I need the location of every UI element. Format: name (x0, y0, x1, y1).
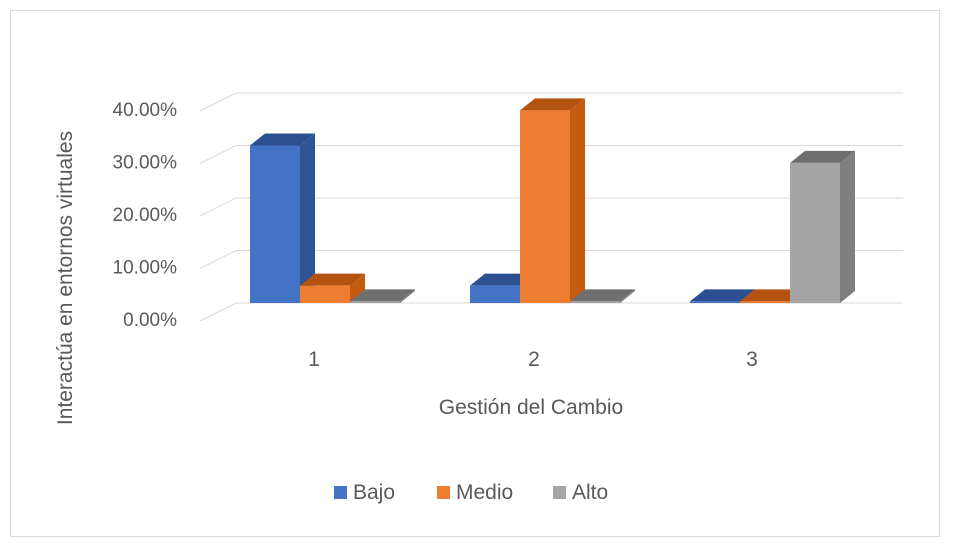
x-tick-label: 2 (528, 348, 540, 371)
bar-medio-2 (520, 98, 585, 303)
x-axis-title: Gestión del Cambio (439, 396, 623, 419)
legend-item-medio: Medio (437, 481, 513, 504)
legend-label: Bajo (353, 481, 395, 504)
legend-swatch (334, 486, 347, 499)
legend-swatch (437, 486, 450, 499)
y-tick-label: 10.00% (113, 258, 178, 279)
legend-swatch (553, 486, 566, 499)
y-tick-labels: 0.00% 10.00% 20.00% 30.00% 40.00% (113, 100, 178, 331)
y-tick-label: 0.00% (123, 310, 177, 331)
x-tick-labels: 1 2 3 (308, 348, 758, 371)
legend-item-alto: Alto (553, 481, 608, 504)
legend-item-bajo: Bajo (334, 481, 395, 504)
gridline (200, 303, 903, 321)
y-tick-label: 20.00% (113, 205, 178, 226)
y-axis-title: Interactúa en entornos virtuales (54, 131, 77, 425)
bar-alto-3 (790, 151, 855, 303)
bars (250, 98, 855, 303)
x-tick-label: 3 (746, 348, 758, 371)
legend: Bajo Medio Alto (334, 481, 608, 504)
legend-label: Alto (572, 481, 608, 504)
legend-label: Medio (456, 481, 513, 504)
x-tick-label: 1 (308, 348, 320, 371)
y-tick-label: 30.00% (113, 153, 178, 174)
y-tick-label: 40.00% (113, 100, 178, 121)
bar-bajo-1 (250, 134, 315, 304)
